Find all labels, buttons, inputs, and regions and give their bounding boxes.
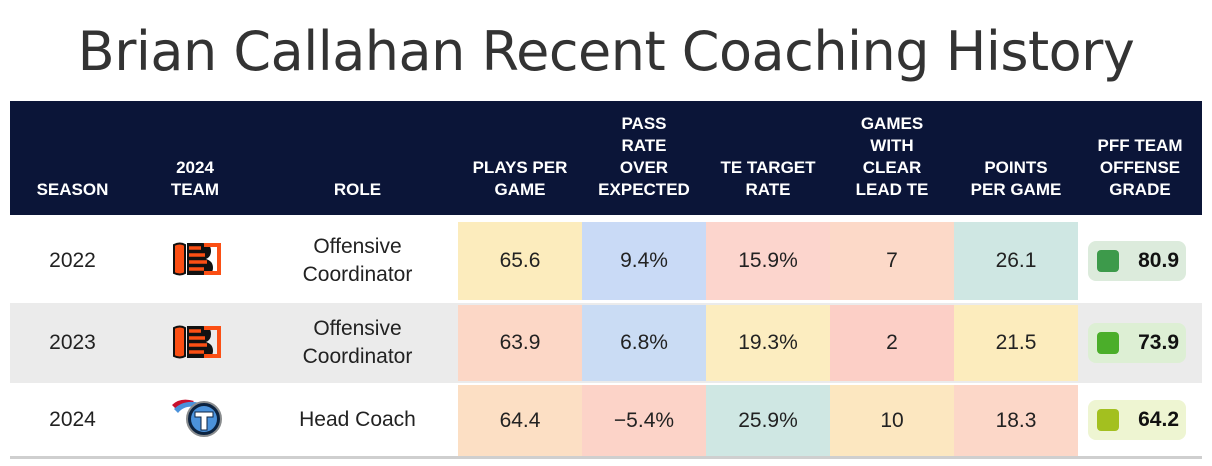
header-proe-line: EXPECTED	[598, 180, 690, 199]
page-title: Brian Callahan Recent Coaching History	[77, 20, 1135, 83]
header-role-text: ROLE	[333, 180, 382, 199]
season-cell: 2022	[49, 249, 96, 272]
header-points-line: POINTS	[984, 158, 1048, 177]
table-row: 2024 Head Coach 64.4 −5.4% 25.9% 10 18.3…	[10, 383, 1202, 456]
grade-badge: 73.9	[1088, 323, 1186, 363]
header-role: ROLE	[255, 179, 460, 201]
header-plays-line: GAME	[494, 180, 546, 199]
header-te-target-line: TE TARGET	[720, 158, 816, 177]
header-team-line: TEAM	[170, 180, 220, 199]
header-grade-line: GRADE	[1109, 180, 1171, 199]
header-lead-te-line: CLEAR	[862, 158, 922, 177]
header-lead-te: GAMES WITH CLEAR LEAD TE	[830, 113, 954, 201]
header-proe-line: PASS	[621, 114, 667, 133]
proe-cell: 9.4%	[582, 222, 706, 300]
header-te-target: TE TARGET RATE	[706, 157, 830, 201]
grade-badge: 80.9	[1088, 241, 1186, 281]
header-grade-line: OFFENSE	[1099, 158, 1181, 177]
season-cell: 2023	[49, 331, 96, 354]
role-cell: Offensive Coordinator	[255, 219, 460, 303]
header-lead-te-line: GAMES	[860, 114, 924, 133]
table-row: 2022 Offensive Coordinator 65.6 9.4% 15.…	[10, 219, 1202, 303]
header-season-text: SEASON	[36, 180, 109, 199]
lead-te-cell: 7	[830, 222, 954, 300]
header-lead-te-line: WITH	[870, 136, 914, 155]
bengals-logo-icon	[173, 242, 221, 276]
te-target-cell: 19.3%	[706, 305, 830, 381]
plays-cell: 63.9	[458, 305, 582, 381]
grade-value: 73.9	[1138, 331, 1179, 354]
header-te-target-line: RATE	[745, 180, 791, 199]
grade-indicator	[1097, 332, 1119, 354]
header-proe-line: OVER	[619, 158, 669, 177]
role-cell: Offensive Coordinator	[255, 303, 460, 383]
lead-te-cell: 2	[830, 305, 954, 381]
bengals-logo-icon	[173, 325, 221, 359]
role-line: Coordinator	[302, 263, 413, 286]
header-plays: PLAYS PER GAME	[458, 157, 582, 201]
header-team: 2024 TEAM	[135, 157, 255, 201]
points-cell: 26.1	[954, 222, 1078, 300]
te-target-cell: 15.9%	[706, 222, 830, 300]
table-bottom-border	[10, 456, 1202, 459]
header-season: SEASON	[10, 179, 135, 201]
proe-cell: 6.8%	[582, 305, 706, 381]
grade-value: 80.9	[1138, 249, 1179, 272]
proe-cell: −5.4%	[582, 385, 706, 456]
role-line: Offensive	[313, 235, 402, 258]
grade-indicator	[1097, 250, 1119, 272]
grade-value: 64.2	[1138, 408, 1179, 431]
grade-indicator	[1097, 409, 1119, 431]
header-points-line: PER GAME	[970, 180, 1062, 199]
plays-cell: 65.6	[458, 222, 582, 300]
header-proe: PASS RATE OVER EXPECTED	[582, 113, 706, 201]
points-cell: 18.3	[954, 385, 1078, 456]
te-target-cell: 25.9%	[706, 385, 830, 456]
grade-badge: 64.2	[1088, 400, 1186, 440]
table-header: SEASON 2024 TEAM ROLE PLAYS PER GAME PAS…	[10, 101, 1202, 215]
titans-logo-icon	[172, 399, 222, 437]
header-grade: PFF TEAM OFFENSE GRADE	[1078, 135, 1202, 201]
header-proe-line: RATE	[621, 136, 667, 155]
header-grade-line: PFF TEAM	[1097, 136, 1183, 155]
header-points: POINTS PER GAME	[954, 157, 1078, 201]
role-line: Coordinator	[302, 345, 413, 368]
header-lead-te-line: LEAD TE	[855, 180, 929, 199]
role-cell: Head Coach	[299, 407, 416, 431]
header-team-line: 2024	[176, 158, 214, 177]
plays-cell: 64.4	[458, 385, 582, 456]
header-plays-line: PLAYS PER	[472, 158, 568, 177]
lead-te-cell: 10	[830, 385, 954, 456]
role-line: Offensive	[313, 317, 402, 340]
points-cell: 21.5	[954, 305, 1078, 381]
season-cell: 2024	[49, 407, 96, 431]
table-row: 2023 Offensive Coordinator 63.9 6.8% 19.…	[10, 303, 1202, 383]
